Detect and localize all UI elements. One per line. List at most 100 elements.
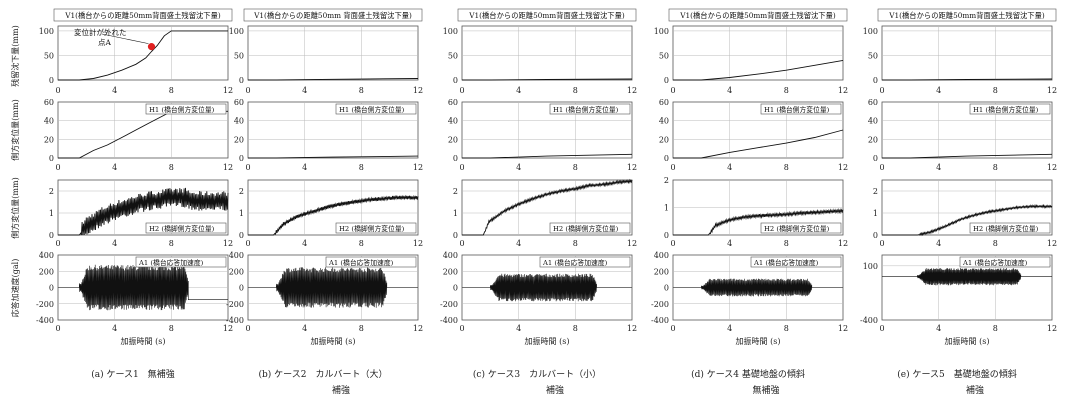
series-line <box>882 203 1053 237</box>
x-tick-label: 8 <box>169 163 174 172</box>
x-axis-label: 加振時間 (s) <box>736 336 781 346</box>
panel-label-box <box>539 256 631 268</box>
y-tick-label: 200 <box>443 267 458 276</box>
series-line <box>882 78 1053 81</box>
panel-label: V1(橋台からの距離50mm背面盛土残留沈下量) <box>468 11 625 20</box>
panel-label-box <box>145 103 227 115</box>
panel-label: A1 (橋台応答加速度) <box>138 258 204 267</box>
plot-frame <box>881 25 1053 81</box>
x-tick-label: 12 <box>627 86 637 95</box>
x-tick-label: 12 <box>1047 239 1057 248</box>
case-caption: (c) ケース3 カルバート（小） <box>473 369 601 380</box>
x-tick-label: 8 <box>573 163 578 172</box>
y-tick-label: 50 <box>868 51 878 60</box>
panel-label: A1 (橋台応答加速度) <box>542 258 608 267</box>
x-tick-label: 4 <box>936 239 941 248</box>
x-tick-label: 8 <box>993 86 998 95</box>
panel-label-box <box>760 222 842 234</box>
plot-frame <box>57 25 229 81</box>
y-tick-label: 20 <box>448 135 458 144</box>
panel-label: A1 (橋台応答加速度) <box>753 258 819 267</box>
panel-label: A1 (橋台応答加速度) <box>962 258 1028 267</box>
y-tick-label: 100 <box>229 27 244 36</box>
y-tick-label: 60 <box>234 98 244 107</box>
y-tick-label: 60 <box>868 98 878 107</box>
x-tick-label: 8 <box>359 163 364 172</box>
series-line <box>673 208 844 236</box>
series-line <box>58 30 228 81</box>
series-line <box>58 187 229 236</box>
x-tick-label: 8 <box>169 324 174 333</box>
case-caption: (d) ケース4 基礎地盤の傾斜 <box>691 368 805 380</box>
panel-2: 0 20 40 60 0 4 8 12 H1 (橋台側方変位量) <box>44 98 233 172</box>
annotation-marker <box>147 43 156 51</box>
x-tick-label: 0 <box>459 239 464 248</box>
series-line <box>462 273 632 302</box>
x-tick-label: 0 <box>245 163 250 172</box>
x-tick-label: 12 <box>1047 324 1057 333</box>
x-tick-label: 0 <box>670 324 675 333</box>
x-tick-label: 0 <box>245 239 250 248</box>
y-tick-label: 0 <box>664 231 669 240</box>
x-tick-label: 12 <box>223 324 233 333</box>
panel-label: V1(橋台からの距離50mm背面盛土残留沈下量) <box>64 11 221 20</box>
panel-4: -400 100 0 4 8 12 A1 (橋台応答加速度) <box>860 254 1057 333</box>
panel-1: 0 50 100 0 4 8 12 V1(橋台からの距離50mm背面盛土残留沈下量) <box>654 8 848 95</box>
x-tick-label: 4 <box>112 86 117 95</box>
y-tick-label: -200 <box>36 300 54 309</box>
x-tick-label: 8 <box>784 324 789 333</box>
x-tick-label: 0 <box>55 239 60 248</box>
x-tick-label: 0 <box>55 324 60 333</box>
y-tick-label: 60 <box>659 98 669 107</box>
annotation-text: 変位計が外れた <box>74 27 127 37</box>
panel-2: 0 20 40 60 0 4 8 12 H1 (橋台側方変位量) <box>448 98 637 172</box>
y-tick-label: 0 <box>873 231 878 240</box>
y-tick-label: -400 <box>860 316 878 325</box>
x-tick-label: 0 <box>459 86 464 95</box>
x-tick-label: 12 <box>627 239 637 248</box>
x-tick-label: 8 <box>359 324 364 333</box>
y-tick-label: 0 <box>239 284 244 293</box>
y-tick-label: 0 <box>664 284 669 293</box>
y-tick-label: 1 <box>664 204 669 213</box>
x-tick-label: 4 <box>727 163 732 172</box>
y-axis-titles: 残留沈下量(mm) 側方変位量(mm) 側方変位量(mm) 応答加速度(gal) <box>10 25 20 317</box>
x-tick-label: 8 <box>993 324 998 333</box>
y-tick-label: 60 <box>448 98 458 107</box>
x-tick-label: 12 <box>413 163 423 172</box>
y-tick-label: 0 <box>873 154 878 163</box>
panel-label-box <box>53 8 233 22</box>
series-line <box>248 194 419 236</box>
series-line <box>882 267 1052 286</box>
x-tick-label: 12 <box>223 239 233 248</box>
annotation-text: 点A <box>98 38 111 47</box>
x-tick-label: 12 <box>627 163 637 172</box>
panel-label-box <box>760 103 842 115</box>
plot-frame <box>461 25 633 81</box>
case-caption: (b) ケース2 カルバート（大） <box>259 368 388 380</box>
y-tick-label: -200 <box>226 300 244 309</box>
panel-label: H1 (橋台側方変位量) <box>553 105 619 114</box>
x-tick-label: 4 <box>302 163 307 172</box>
x-tick-label: 4 <box>727 86 732 95</box>
panel-label-box <box>549 103 631 115</box>
x-tick-label: 4 <box>112 239 117 248</box>
panel-label-box <box>969 103 1051 115</box>
series-line <box>248 267 418 308</box>
panel-4: -400 -200 0 200 400 0 4 8 12 A1 (橋台応答加速度) <box>440 251 637 333</box>
x-tick-label: 12 <box>413 324 423 333</box>
x-tick-label: 12 <box>223 86 233 95</box>
x-tick-label: 4 <box>516 163 521 172</box>
x-tick-label: 4 <box>516 86 521 95</box>
panel-label: H2 (橋脚側方変位量) <box>339 224 405 233</box>
y-tick-label: 0 <box>49 154 54 163</box>
y-tick-label: 2 <box>873 187 878 196</box>
x-tick-label: 8 <box>169 239 174 248</box>
x-tick-label: 12 <box>1047 163 1057 172</box>
